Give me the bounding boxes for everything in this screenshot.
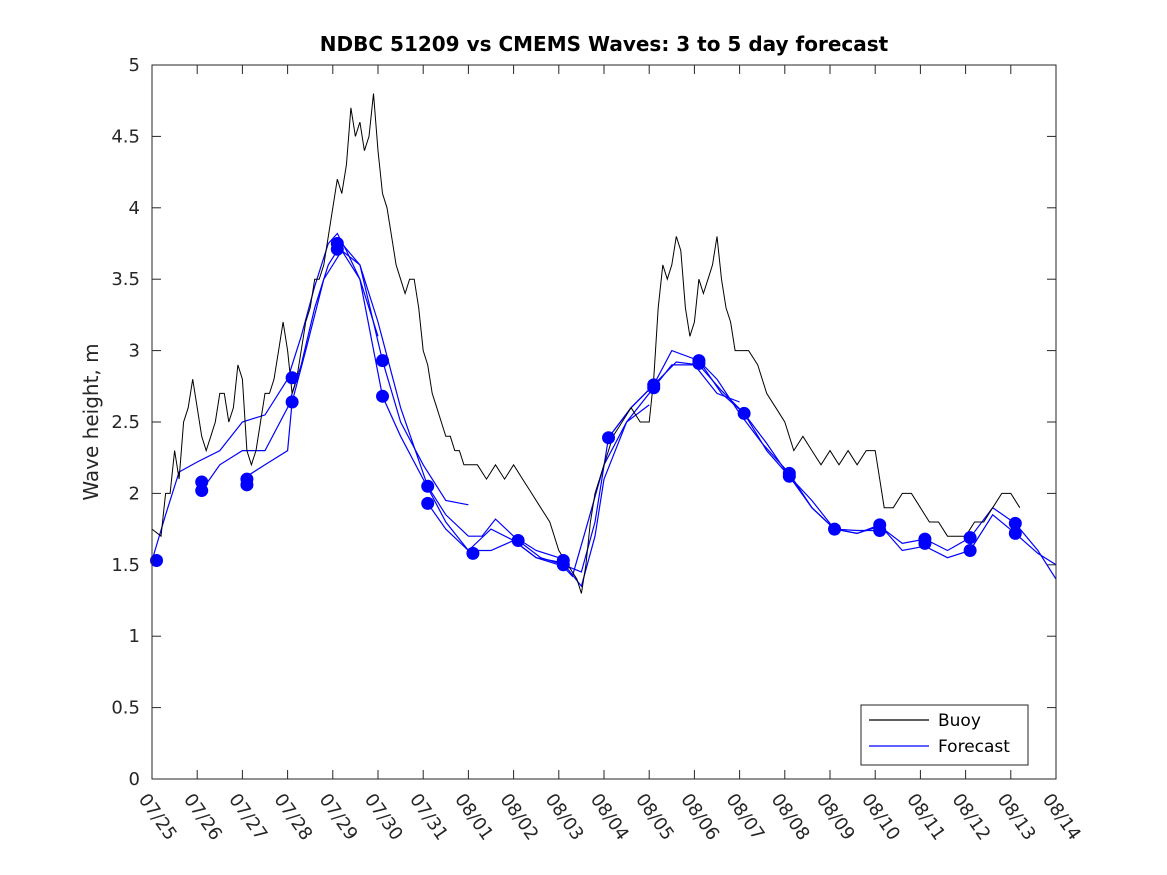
forecast-marker <box>918 536 932 550</box>
y-tick-label: 4 <box>129 198 140 219</box>
y-axis-label: Wave height, m <box>79 343 103 500</box>
forecast-marker <box>376 354 390 368</box>
forecast-line <box>427 364 740 578</box>
axes-box <box>151 64 1057 780</box>
forecast-markers <box>150 237 1022 572</box>
y-tick-label: 3 <box>129 341 140 362</box>
y-tick-label: 1 <box>129 626 140 647</box>
y-tick-label: 3.5 <box>111 269 140 290</box>
forecast-marker <box>602 431 616 445</box>
y-tick-label: 4.5 <box>111 126 140 147</box>
plot-area <box>152 65 1056 779</box>
y-tick-label: 5 <box>129 55 140 76</box>
forecast-marker <box>195 484 209 498</box>
forecast-marker <box>782 469 796 483</box>
forecast-marker <box>828 522 842 536</box>
buoy-series <box>151 93 1021 594</box>
forecast-marker <box>511 534 525 548</box>
forecast-marker <box>285 395 299 409</box>
forecast-marker <box>421 496 435 510</box>
forecast-marker <box>873 524 887 538</box>
forecast-marker <box>421 479 435 493</box>
y-tick-label: 1.5 <box>111 555 140 576</box>
forecast-marker <box>150 554 164 568</box>
forecast-marker <box>466 546 480 560</box>
legend-buoy-label: Buoy <box>938 711 981 731</box>
y-axis: 0 0.5 1 1.5 2 2.5 3 3.5 4 4.5 5 <box>111 55 1056 790</box>
buoy-line <box>151 93 1021 594</box>
forecast-marker <box>376 389 390 403</box>
y-tick-label: 0.5 <box>111 698 140 719</box>
forecast-marker <box>556 558 570 572</box>
legend-box <box>860 704 1029 766</box>
forecast-marker <box>692 356 706 370</box>
y-tick-label: 0 <box>129 769 140 790</box>
legend-forecast-label: Forecast <box>938 737 1010 757</box>
forecast-marker <box>963 544 977 558</box>
forecast-marker <box>963 531 977 545</box>
forecast-line <box>341 250 650 588</box>
forecast-marker <box>240 478 254 492</box>
y-tick-label: 2.5 <box>111 412 140 433</box>
legend: Buoy Forecast <box>860 704 1029 766</box>
y-tick-label: 2 <box>129 483 140 504</box>
forecast-marker <box>647 381 661 395</box>
forecast-marker <box>1008 516 1022 530</box>
forecast-marker <box>737 406 751 420</box>
forecast-marker <box>285 371 299 385</box>
forecast-marker <box>1008 526 1022 540</box>
axes-background <box>152 65 1056 779</box>
chart-title: NDBC 51209 vs CMEMS Waves: 3 to 5 day fo… <box>320 32 889 56</box>
forecast-marker <box>330 242 344 256</box>
